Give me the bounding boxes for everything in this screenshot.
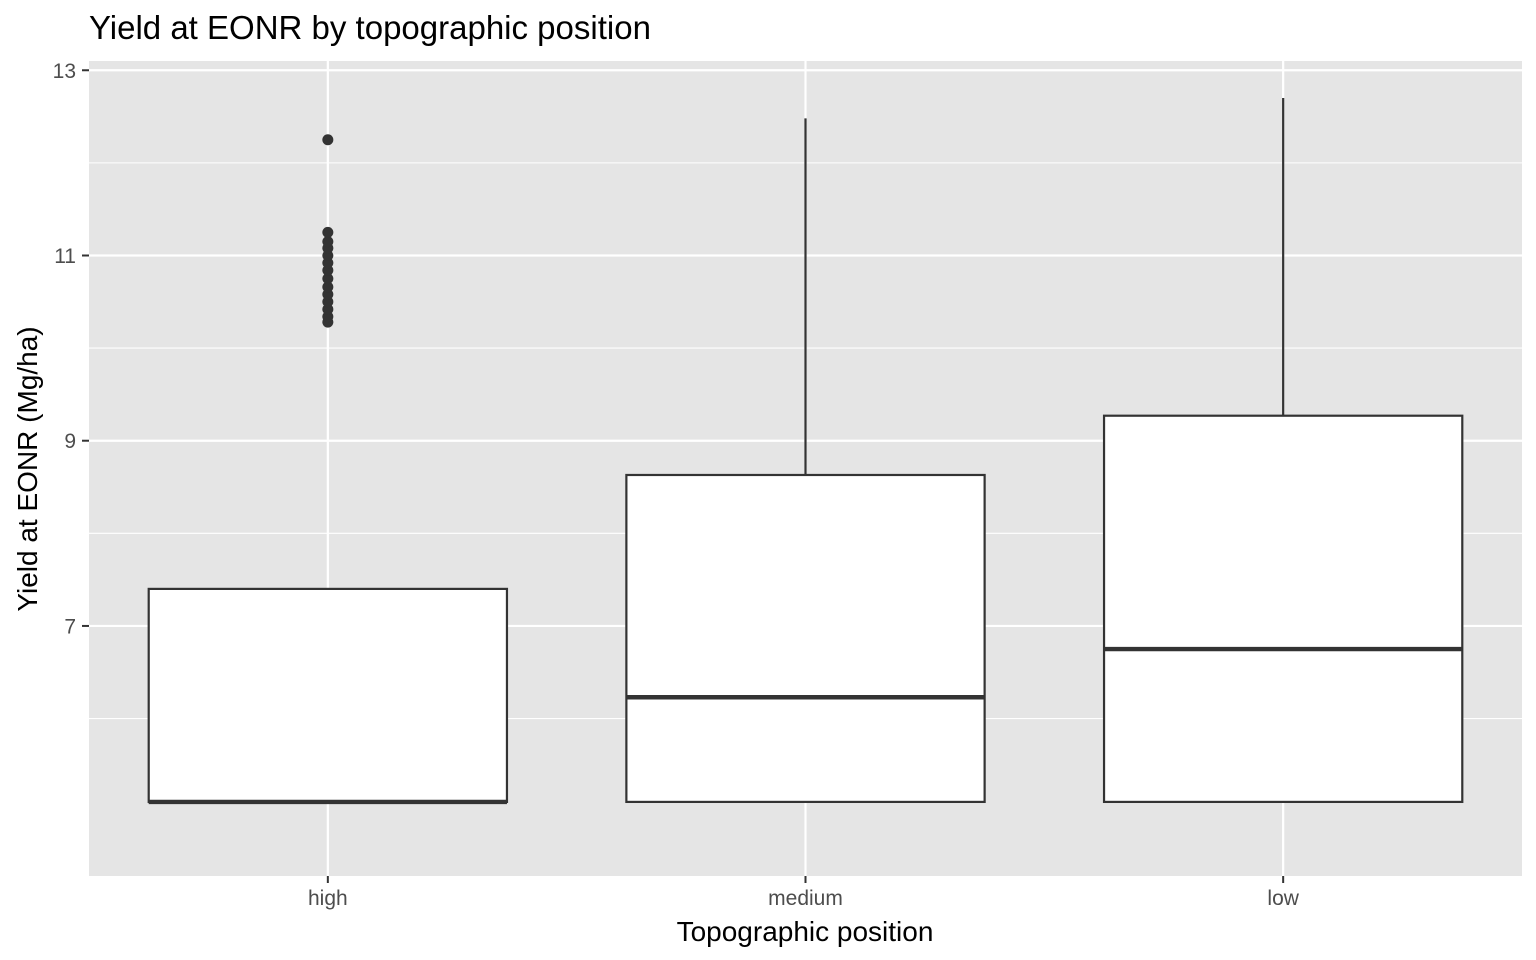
x-tick-label-medium: medium <box>768 887 843 910</box>
y-tick-label: 9 <box>64 430 76 453</box>
y-tick-label: 13 <box>53 60 76 83</box>
outlier-point <box>322 236 334 248</box>
x-tick-label-high: high <box>308 887 348 910</box>
box-high <box>147 134 509 805</box>
outlier-point <box>322 134 334 146</box>
axis-layer: 7 9 11 13 high medium low <box>53 60 1300 910</box>
x-axis-title: Topographic position <box>677 916 934 947</box>
box-layer <box>147 98 1464 805</box>
box-iqr <box>1102 414 1464 804</box>
x-tick-label-low: low <box>1267 887 1299 910</box>
box-iqr <box>147 587 509 804</box>
box-low <box>1102 98 1464 804</box>
outlier-point <box>322 281 334 293</box>
chart-title: Yield at EONR by topographic position <box>89 9 651 46</box>
y-tick-label: 11 <box>54 245 76 268</box>
outlier-point <box>322 226 334 238</box>
y-axis-title: Yield at EONR (Mg/ha) <box>12 326 43 611</box>
outlier-point <box>322 273 334 285</box>
box-medium <box>625 118 986 804</box>
y-tick-label: 7 <box>64 615 76 638</box>
box-iqr <box>625 473 986 804</box>
